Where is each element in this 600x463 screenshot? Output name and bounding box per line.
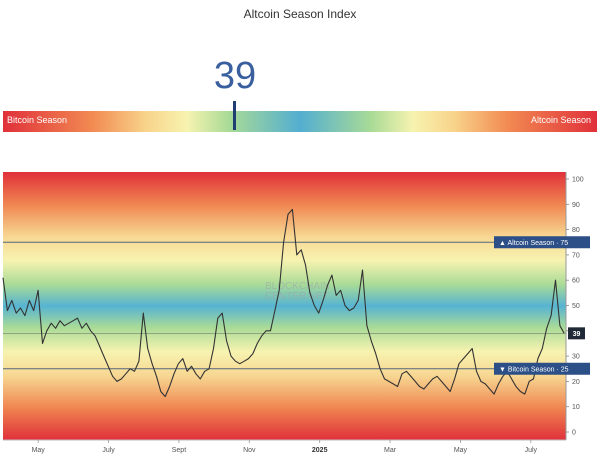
gauge-needle [233,101,236,130]
chart-title: Altcoin Season Index [243,7,357,21]
watermark: BLOCKCHAIN CENTER.NET [265,281,330,302]
y-tick-label: 60 [572,278,580,285]
y-tick-label: 10 [572,404,580,411]
y-tick-label: 80 [572,227,580,234]
gauge-right-label: Altcoin Season [530,115,591,125]
reference-badge-75 [494,236,590,249]
reference-label-25: ▼ Bitcoin Season · 25 [499,366,569,373]
current-index-value: 39 [213,55,257,97]
gauge-left-label: Bitcoin Season [7,115,68,125]
x-tick-label: 2025 [312,447,328,454]
season-gauge: Bitcoin Season Altcoin Season [3,111,597,132]
annotations: ▲ Altcoin Season · 75 ▼ Bitcoin Season · … [494,236,590,375]
y-tick-label: 30 [572,354,580,361]
season-band-background [3,172,566,440]
x-tick-label: July [525,447,538,454]
current-value-label: 39 [573,331,581,338]
x-tick-label: Mar [384,447,397,454]
index-line-series [2,208,565,398]
reference-label-75: ▲ Altcoin Season · 75 [499,240,568,247]
watermark-line-1: BLOCKCHAIN [265,281,330,292]
x-tick-label: July [102,447,115,454]
index-chart[interactable]: BLOCKCHAIN CENTER.NET 100908070605040302… [0,168,600,463]
y-axis-ticks: 1009080706050403020100 [566,177,584,437]
y-tick-label: 0 [572,430,576,437]
watermark-line-2: CENTER.NET [265,291,329,302]
y-tick-label: 50 [572,303,580,310]
x-axis-ticks: May July Sept Nov 2025 Mar May July [32,440,538,454]
x-tick-label: May [32,447,46,454]
y-tick-label: 20 [572,379,580,386]
y-tick-label: 90 [572,202,580,209]
x-tick-label: Nov [243,447,256,454]
y-tick-label: 70 [572,252,580,259]
gauge-gradient-bar [3,111,597,132]
series-line [2,208,565,398]
x-tick-label: May [454,447,468,454]
x-tick-label: Sept [172,447,186,454]
reference-badge-25 [494,362,590,375]
reference-lines [3,241,566,370]
y-tick-label: 100 [572,177,584,184]
current-value-badge [568,327,585,340]
